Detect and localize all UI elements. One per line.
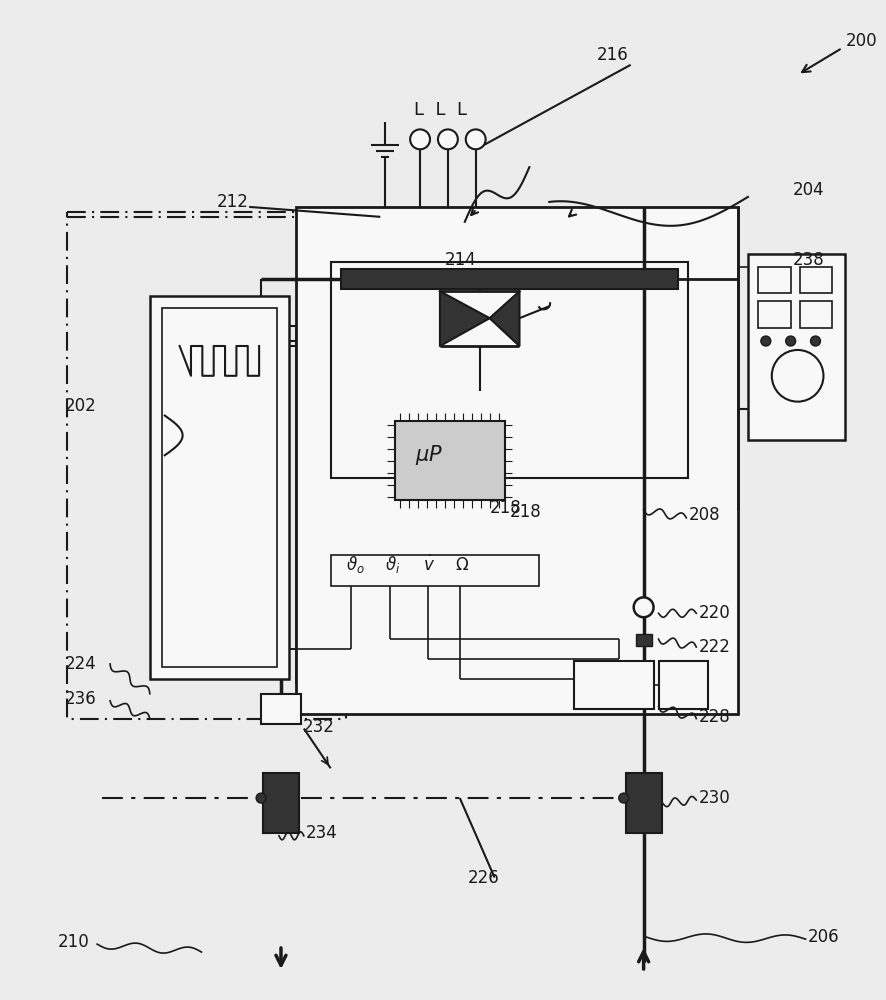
Bar [626, 773, 662, 833]
Circle shape [618, 793, 629, 803]
Text: $\vartheta_o$: $\vartheta_o$ [346, 554, 364, 575]
Bar [758, 301, 790, 328]
Text: L  L  L: L L L [414, 101, 467, 119]
Text: 218: 218 [509, 503, 541, 521]
Bar [395, 421, 504, 500]
Bar [658, 661, 708, 709]
Text: 210: 210 [58, 933, 89, 951]
Text: 226: 226 [468, 869, 500, 887]
Bar [296, 207, 738, 714]
Bar [758, 267, 790, 293]
Text: 220: 220 [698, 604, 730, 622]
Bar [330, 262, 688, 478]
Text: $\mu P$: $\mu P$ [416, 443, 443, 467]
Bar [261, 694, 301, 724]
Bar [150, 296, 289, 679]
Circle shape [761, 336, 771, 346]
Circle shape [410, 129, 430, 149]
Text: 206: 206 [807, 928, 839, 946]
Text: 238: 238 [793, 251, 824, 269]
Text: 200: 200 [845, 32, 877, 50]
Text: 216: 216 [597, 46, 629, 64]
Bar [162, 308, 277, 667]
Bar [799, 267, 833, 293]
Text: 208: 208 [688, 506, 720, 524]
Bar [574, 661, 654, 709]
Text: $\vartheta_i$: $\vartheta_i$ [385, 554, 400, 575]
Text: 236: 236 [65, 690, 96, 708]
Circle shape [438, 129, 458, 149]
Text: 224: 224 [65, 655, 96, 673]
Text: 202: 202 [65, 397, 96, 415]
Text: 218: 218 [490, 499, 521, 517]
Circle shape [633, 597, 654, 617]
Bar [799, 301, 833, 328]
Circle shape [811, 336, 820, 346]
Text: 214: 214 [445, 251, 477, 269]
Bar [635, 634, 651, 646]
Bar [67, 212, 346, 719]
Polygon shape [440, 291, 490, 346]
Circle shape [772, 350, 823, 402]
Circle shape [786, 336, 796, 346]
Bar [263, 773, 299, 833]
Text: 230: 230 [698, 789, 730, 807]
Bar [340, 269, 679, 289]
Text: 232: 232 [303, 718, 335, 736]
Circle shape [256, 793, 266, 803]
Text: 204: 204 [793, 181, 824, 199]
Text: 212: 212 [216, 193, 248, 211]
Text: $\dot{v}$: $\dot{v}$ [423, 555, 435, 575]
Bar [330, 555, 540, 586]
Polygon shape [490, 291, 519, 346]
Text: 222: 222 [698, 638, 730, 656]
Text: 234: 234 [306, 824, 338, 842]
Text: $\Omega$: $\Omega$ [455, 556, 469, 574]
Circle shape [466, 129, 486, 149]
Text: 228: 228 [698, 708, 730, 726]
Bar [748, 254, 845, 440]
